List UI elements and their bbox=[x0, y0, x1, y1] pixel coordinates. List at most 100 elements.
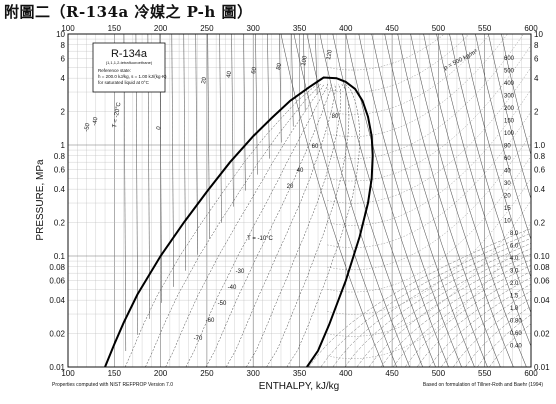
isotherm-liquid bbox=[255, 34, 258, 175]
isotherm-label: -40 bbox=[228, 285, 237, 291]
temperature-label: 20 bbox=[201, 76, 208, 84]
density-label: 0.40 bbox=[510, 344, 522, 350]
density-line bbox=[327, 89, 531, 226]
isotherm-liquid bbox=[279, 34, 282, 143]
isotherm-vapor bbox=[462, 34, 531, 279]
y-tick-label-left: 0.02 bbox=[49, 330, 65, 339]
density-label: 300 bbox=[504, 94, 515, 100]
isotherm-vapor bbox=[488, 34, 531, 200]
quality-line bbox=[145, 83, 321, 367]
x-tick-label-top: 350 bbox=[293, 24, 307, 33]
isotherm-vapor bbox=[423, 34, 527, 367]
x-tick-label-bottom: 600 bbox=[524, 369, 538, 378]
quality-line bbox=[165, 83, 325, 367]
isotherm-liquid bbox=[243, 34, 246, 191]
density-note: ρ = 500 kg/m³ bbox=[443, 49, 478, 72]
y-tick-label-right: 0.2 bbox=[534, 219, 546, 228]
isotherm-label: 20 bbox=[287, 184, 294, 190]
y-tick-label-right: 4 bbox=[534, 74, 539, 83]
x-tick-label-bottom: 250 bbox=[200, 369, 214, 378]
isotherm-vapor bbox=[306, 34, 410, 367]
footnote-left: Properties computed with NIST REFPROP Ve… bbox=[52, 382, 173, 388]
isotherm-label: -60 bbox=[206, 318, 215, 324]
density-label: 6.0 bbox=[510, 244, 519, 250]
figure-caption: 附圖二（R-134a 冷媒之 P-h 圖） bbox=[4, 3, 253, 21]
isotherm-vapor bbox=[449, 34, 531, 314]
curve-labels: 600500400300200150100806040302015108.06.… bbox=[84, 49, 522, 350]
isotherm-liquid bbox=[219, 34, 222, 223]
isotherm-vapor bbox=[371, 34, 475, 367]
isotherm-label: -70 bbox=[194, 336, 203, 342]
isotherm-vapor bbox=[436, 34, 531, 348]
x-tick-label-bottom: 200 bbox=[154, 369, 168, 378]
saturation-curve bbox=[104, 76, 374, 367]
isotherm-vapor bbox=[384, 34, 488, 367]
temperature-label: -40 bbox=[92, 116, 100, 126]
density-label: 600 bbox=[504, 56, 515, 62]
info-box bbox=[92, 42, 166, 93]
isentrope bbox=[380, 259, 531, 367]
x-tick-label-bottom: 350 bbox=[293, 369, 307, 378]
density-line bbox=[327, 222, 531, 359]
x-tick-label-top: 200 bbox=[154, 24, 168, 33]
y-tick-label-right: 0.4 bbox=[534, 185, 546, 194]
density-line bbox=[327, 44, 531, 182]
density-label: 100 bbox=[504, 131, 515, 137]
density-line bbox=[327, 178, 531, 315]
temperature-label: -50 bbox=[84, 122, 92, 132]
isotherm-liquid bbox=[171, 34, 174, 287]
y-tick-label-right: 0.06 bbox=[534, 277, 550, 286]
x-tick-label-top: 400 bbox=[339, 24, 353, 33]
y-tick-label-left: 0.6 bbox=[54, 166, 66, 175]
x-tick-label-bottom: 150 bbox=[108, 369, 122, 378]
y-tick-label-left: 8 bbox=[61, 41, 66, 50]
isotherm-vapor bbox=[293, 34, 397, 367]
x-tick-label-top: 250 bbox=[200, 24, 214, 33]
x-ticks-bottom: 100 150 200 250 300 350 400 450 500 550 600 bbox=[61, 369, 538, 378]
y-tick-label-right: 0.8 bbox=[534, 152, 546, 161]
x-tick-label-bottom: 400 bbox=[339, 369, 353, 378]
y-tick-label-right: 0.02 bbox=[534, 330, 550, 339]
plot-frame bbox=[67, 33, 532, 368]
isotherm-vapor bbox=[280, 34, 385, 367]
quality-line bbox=[286, 83, 360, 367]
temperature-label: T = -20°C bbox=[112, 101, 123, 128]
isotherm-liquid bbox=[207, 34, 210, 239]
temperature-label: 0 bbox=[156, 125, 163, 130]
density-label: 0.80 bbox=[510, 319, 522, 325]
isotherm-vapor bbox=[410, 34, 514, 367]
isotherm-liquid bbox=[315, 34, 318, 95]
isotherm-vapor bbox=[397, 34, 501, 367]
y-tick-label-right: 1.0 bbox=[534, 141, 546, 150]
density-label: 1.0 bbox=[510, 306, 519, 312]
isentrope bbox=[441, 290, 531, 367]
isotherm-liquid bbox=[267, 34, 270, 159]
density-line bbox=[327, 67, 531, 204]
isentrope bbox=[344, 243, 531, 367]
density-label: 4.0 bbox=[510, 256, 519, 262]
isotherm-vapor bbox=[345, 34, 449, 367]
density-label: 80 bbox=[504, 144, 511, 150]
isotherm-label: 40 bbox=[297, 168, 304, 174]
y-ticks-right: 10 8 6 4 2 1.0 0.8 0.6 0.4 0.2 0.10 0.08 0.06 0.04 0.0… bbox=[534, 30, 550, 372]
x-tick-label-top: 100 bbox=[61, 24, 75, 33]
density-label: 15 bbox=[504, 206, 511, 212]
saturation-dome bbox=[104, 76, 374, 367]
isotherm-label: T = -10°C bbox=[247, 236, 273, 242]
density-label: 0.60 bbox=[510, 331, 522, 337]
density-line bbox=[327, 133, 531, 270]
density-label: 2.0 bbox=[510, 281, 519, 287]
y-tick-label-right: 0.04 bbox=[534, 296, 550, 305]
quality-line bbox=[225, 83, 336, 367]
density-line bbox=[327, 34, 445, 71]
isotherm-label: -30 bbox=[236, 269, 245, 275]
y-tick-label-left: 0.06 bbox=[49, 277, 65, 286]
isotherm-vapor bbox=[475, 34, 531, 241]
density-line bbox=[327, 200, 531, 337]
density-label: 10 bbox=[504, 219, 511, 225]
density-line bbox=[327, 34, 524, 159]
x-tick-label-top: 300 bbox=[247, 24, 261, 33]
isotherm-liquid bbox=[231, 34, 234, 207]
y-tick-label-left: 0.08 bbox=[49, 263, 65, 272]
